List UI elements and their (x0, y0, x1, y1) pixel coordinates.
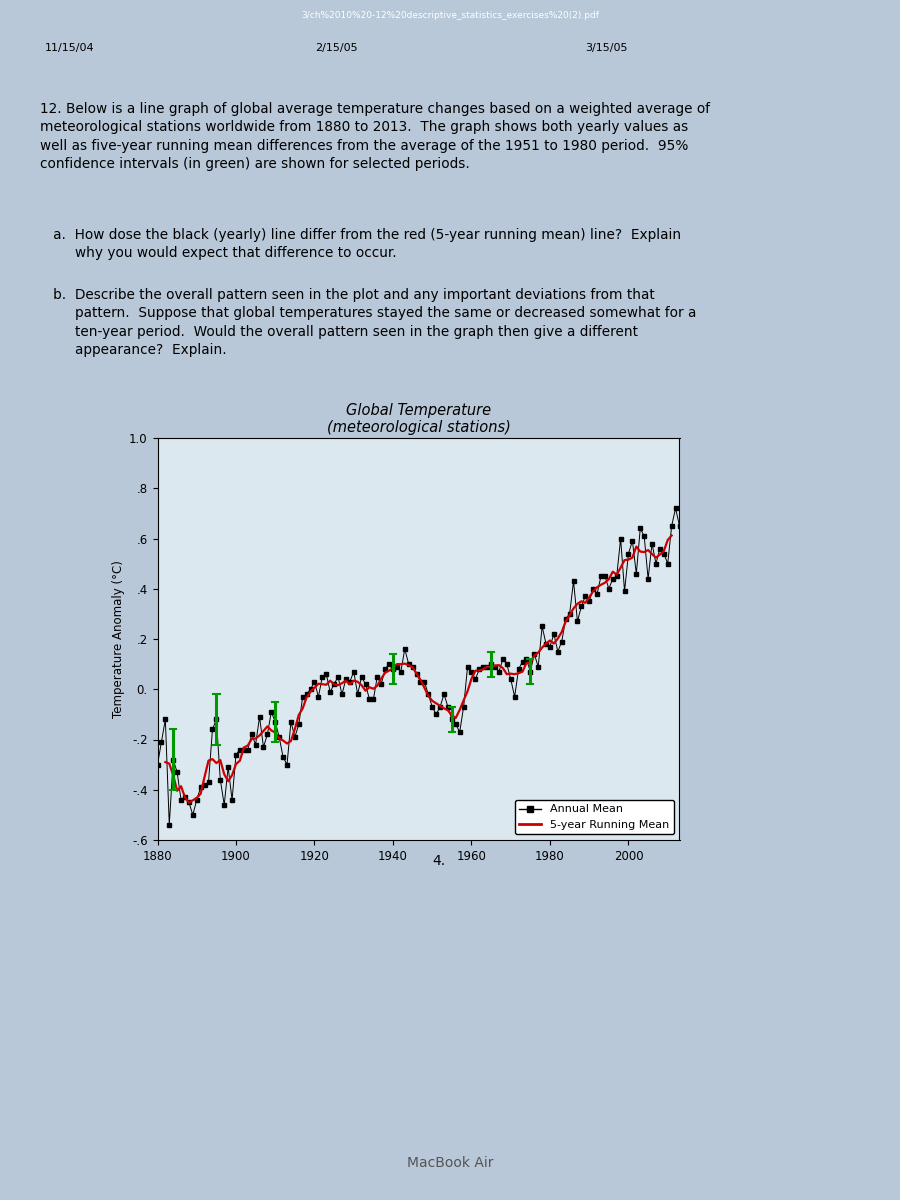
Text: 3/15/05: 3/15/05 (585, 43, 627, 53)
Annual Mean (152, 757, 163, 772)
Title: Global Temperature
(meteorological stations): Global Temperature (meteorological stati… (327, 403, 510, 436)
5-year Running Mean (352, 674, 363, 689)
Annual Mean (270, 715, 281, 730)
Annual Mean (285, 715, 296, 730)
Text: MacBook Air: MacBook Air (407, 1156, 493, 1170)
5-year Running Mean (282, 737, 292, 751)
Annual Mean (674, 518, 685, 533)
5-year Running Mean (180, 790, 191, 804)
Annual Mean (356, 670, 367, 684)
5-year Running Mean (643, 542, 653, 557)
Text: 2/15/05: 2/15/05 (315, 43, 357, 53)
Text: 4.: 4. (432, 854, 446, 869)
Text: 11/15/04: 11/15/04 (45, 43, 94, 53)
Legend: Annual Mean, 5-year Running Mean: Annual Mean, 5-year Running Mean (515, 800, 674, 834)
5-year Running Mean (639, 545, 650, 559)
Line: Annual Mean: Annual Mean (156, 506, 681, 827)
Annual Mean (643, 571, 653, 586)
Text: 3/ch%2010%20-12%20descriptive_statistics_exercises%20(2).pdf: 3/ch%2010%20-12%20descriptive_statistics… (301, 11, 599, 20)
Annual Mean (646, 536, 657, 551)
Annual Mean (184, 796, 194, 810)
Text: 12. Below is a line graph of global average temperature changes based on a weigh: 12. Below is a line graph of global aver… (40, 102, 710, 172)
Annual Mean (670, 502, 681, 516)
5-year Running Mean (266, 724, 276, 738)
Y-axis label: Temperature Anomaly (°C): Temperature Anomaly (°C) (112, 560, 125, 718)
Line: 5-year Running Mean: 5-year Running Mean (166, 535, 671, 803)
Annual Mean (164, 817, 175, 832)
Text: a.  How dose the black (yearly) line differ from the red (5-year running mean) l: a. How dose the black (yearly) line diff… (40, 228, 681, 260)
Text: b.  Describe the overall pattern seen in the plot and any important deviations f: b. Describe the overall pattern seen in … (40, 288, 697, 358)
